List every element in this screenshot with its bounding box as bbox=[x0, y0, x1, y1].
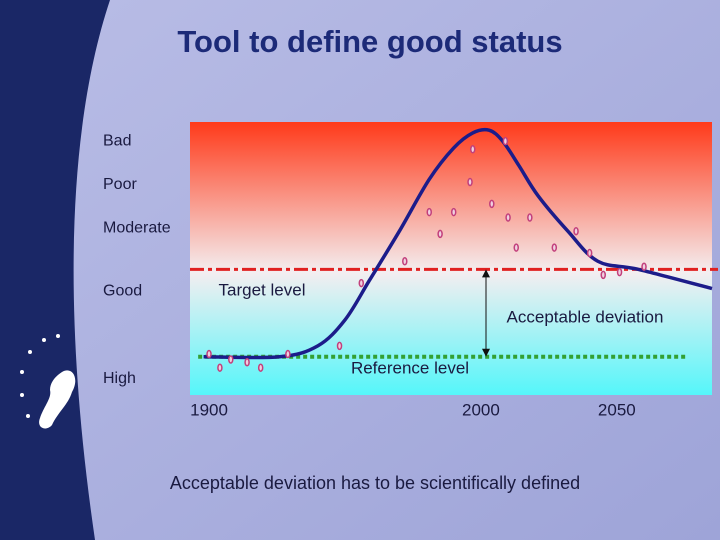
observation bbox=[244, 357, 250, 367]
observation bbox=[426, 207, 432, 217]
observation bbox=[586, 248, 593, 258]
observation bbox=[285, 349, 291, 359]
arrow-head bbox=[482, 348, 490, 357]
observation bbox=[505, 213, 511, 222]
observation bbox=[600, 270, 606, 280]
observation bbox=[641, 262, 647, 271]
observation bbox=[206, 349, 212, 359]
x-tick-label: 2050 bbox=[598, 400, 636, 419]
x-tick-label: 2000 bbox=[462, 400, 500, 419]
observation bbox=[228, 355, 234, 364]
y-tick-label: High bbox=[103, 370, 136, 387]
observation bbox=[616, 267, 623, 277]
observation bbox=[437, 229, 443, 239]
observation bbox=[257, 363, 264, 372]
deviation-label: Acceptable deviation bbox=[507, 307, 664, 326]
observation bbox=[513, 243, 519, 252]
observation bbox=[573, 226, 579, 236]
plot-area bbox=[190, 122, 712, 395]
arrow-head bbox=[482, 269, 490, 278]
observation bbox=[450, 207, 457, 217]
x-tick-label: 1900 bbox=[190, 400, 228, 419]
observation bbox=[336, 341, 343, 351]
caption: Acceptable deviation has to be scientifi… bbox=[170, 473, 580, 493]
y-tick-label: Moderate bbox=[103, 220, 171, 237]
y-tick-label: Good bbox=[103, 282, 142, 299]
logo bbox=[20, 334, 76, 429]
observation bbox=[470, 145, 476, 154]
side-band bbox=[0, 0, 110, 540]
observation bbox=[551, 243, 558, 252]
title: Tool to define good status bbox=[177, 24, 562, 59]
y-tick-label: Poor bbox=[103, 176, 137, 193]
curve bbox=[203, 127, 713, 360]
reference-label: Reference level bbox=[351, 358, 469, 377]
observation bbox=[489, 199, 495, 209]
y-tick-label: Bad bbox=[103, 132, 131, 149]
observation bbox=[527, 213, 533, 222]
observation bbox=[358, 278, 365, 288]
target-label: Target level bbox=[219, 280, 306, 299]
observation bbox=[502, 136, 509, 146]
observation bbox=[217, 363, 223, 372]
observation bbox=[402, 256, 408, 266]
observation bbox=[467, 177, 473, 187]
